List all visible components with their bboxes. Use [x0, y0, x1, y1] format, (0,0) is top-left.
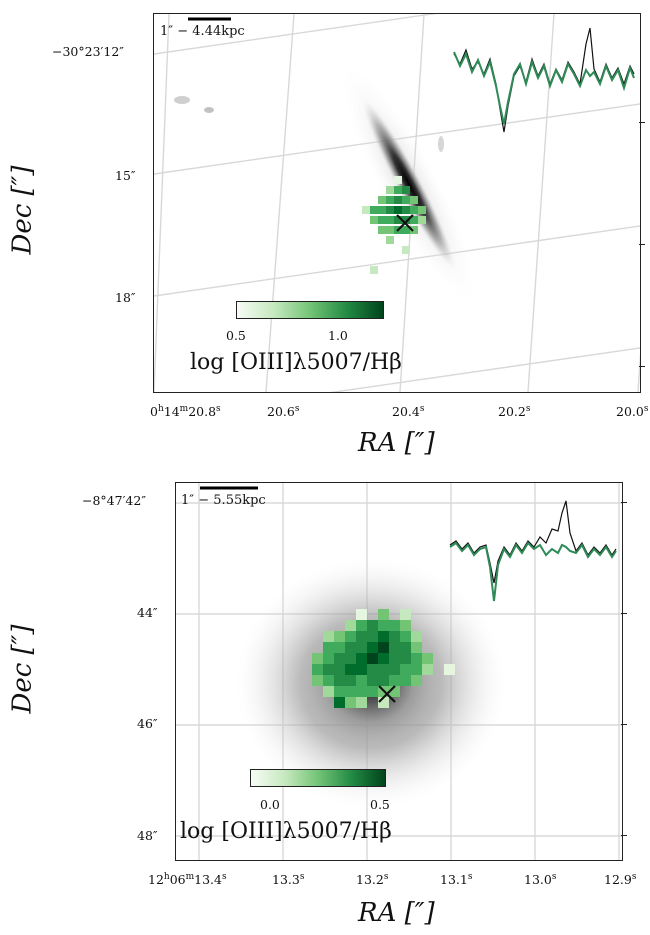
image-frame-bottom: 1″ − 5.55kpc 0.0 0.5 log [OIII]λ5007/Hβ: [175, 482, 623, 861]
ra-tick: 12h06m13.4s: [148, 872, 227, 888]
right-ticks-top: [639, 122, 645, 123]
right-ticks-top: [639, 366, 645, 367]
wcs-grid-top: [154, 14, 640, 392]
ra-tick: 20.4s: [392, 404, 425, 420]
dec-tick: 18″: [115, 290, 136, 305]
colorbar-label-top: log [OIII]λ5007/Hβ: [190, 350, 402, 375]
dec-tick: −8°47′42″: [82, 493, 146, 508]
colorbar-bottom: [250, 769, 386, 787]
colorbar-label-bottom: log [OIII]λ5007/Hβ: [180, 819, 392, 844]
right-ticks-bottom: [621, 613, 627, 614]
right-ticks-bottom: [621, 502, 627, 503]
ylabel-bottom: Dec [″]: [8, 624, 38, 713]
line-ratio-map-bottom: [312, 609, 455, 708]
colorbar-tick: 0.5: [226, 328, 246, 343]
ra-tick: 0h14m20.8s: [150, 404, 221, 420]
image-frame-top: 1″ − 4.44kpc 0.5 1.0 log [OIII]λ5007/Hβ: [153, 13, 641, 393]
dec-tick: 44″: [137, 605, 158, 620]
galaxy-image-top: [154, 14, 640, 392]
scale-bar-label-bottom: 1″ − 5.55kpc: [181, 493, 266, 508]
ra-tick: 12.9s: [604, 872, 637, 888]
right-ticks-bottom: [621, 724, 627, 725]
right-ticks-bottom: [621, 835, 627, 836]
colorbar-tick: 1.0: [328, 328, 348, 343]
dec-tick: 48″: [137, 828, 158, 843]
ra-tick: 20.2s: [498, 404, 531, 420]
nucleus-marker-bottom: [378, 685, 396, 703]
spectrum-inset-top: [453, 27, 635, 133]
spectrum-inset-bottom: [449, 500, 617, 602]
xlabel-bottom: RA [″]: [358, 898, 435, 928]
nucleus-marker-top: [396, 214, 414, 232]
ra-tick: 13.1s: [440, 872, 473, 888]
ra-tick: 20.6s: [267, 404, 300, 420]
ra-tick: 20.0s: [616, 404, 649, 420]
right-ticks-top: [639, 244, 645, 245]
dec-tick: 15″: [115, 168, 136, 183]
ra-tick: 13.0s: [524, 872, 557, 888]
dec-tick: 46″: [137, 716, 158, 731]
scale-bar-label-top: 1″ − 4.44kpc: [160, 24, 245, 39]
ra-tick: 13.2s: [356, 872, 389, 888]
colorbar-tick: 0.0: [260, 797, 280, 812]
ra-tick: 13.3s: [272, 872, 305, 888]
xlabel-top: RA [″]: [358, 428, 435, 458]
ylabel-text: Dec [″]: [7, 624, 38, 714]
colorbar-top: [236, 301, 384, 319]
galaxy-image-bottom: [176, 483, 622, 860]
ylabel-text: Dec [″]: [7, 165, 38, 255]
dec-tick: −30°23′12″: [52, 44, 124, 59]
colorbar-tick: 0.5: [370, 797, 390, 812]
ylabel-top: Dec [″]: [8, 165, 38, 254]
